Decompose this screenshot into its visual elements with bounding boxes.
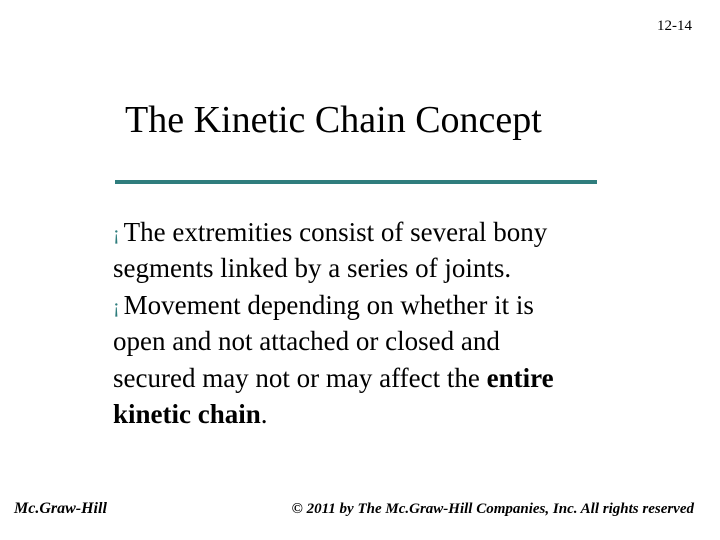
body-content: ¡The extremities consist of several bony… bbox=[113, 214, 623, 433]
body-line-2: segments linked by a series of joints. bbox=[113, 253, 511, 283]
body-line-5a: secured may not or may affect the bbox=[113, 363, 487, 393]
bullet-icon: ¡ bbox=[113, 296, 120, 318]
body-line-3a: Movement depending on whether it is bbox=[124, 290, 534, 320]
body-line-4: open and not attached or closed and bbox=[113, 326, 500, 356]
page-number: 12-14 bbox=[657, 18, 692, 35]
period: . bbox=[261, 399, 268, 429]
footer-publisher: Mc.Graw-Hill bbox=[14, 500, 107, 518]
footer-copyright: © 2011 by The Mc.Graw-Hill Companies, In… bbox=[292, 501, 694, 518]
body-bold-2: kinetic chain bbox=[113, 399, 261, 429]
bullet-icon: ¡ bbox=[113, 223, 120, 245]
slide-title: The Kinetic Chain Concept bbox=[125, 98, 542, 142]
body-bold-1: entire bbox=[487, 363, 554, 393]
title-underline bbox=[115, 180, 597, 184]
body-line-1a: The extremities consist of several bony bbox=[124, 217, 548, 247]
